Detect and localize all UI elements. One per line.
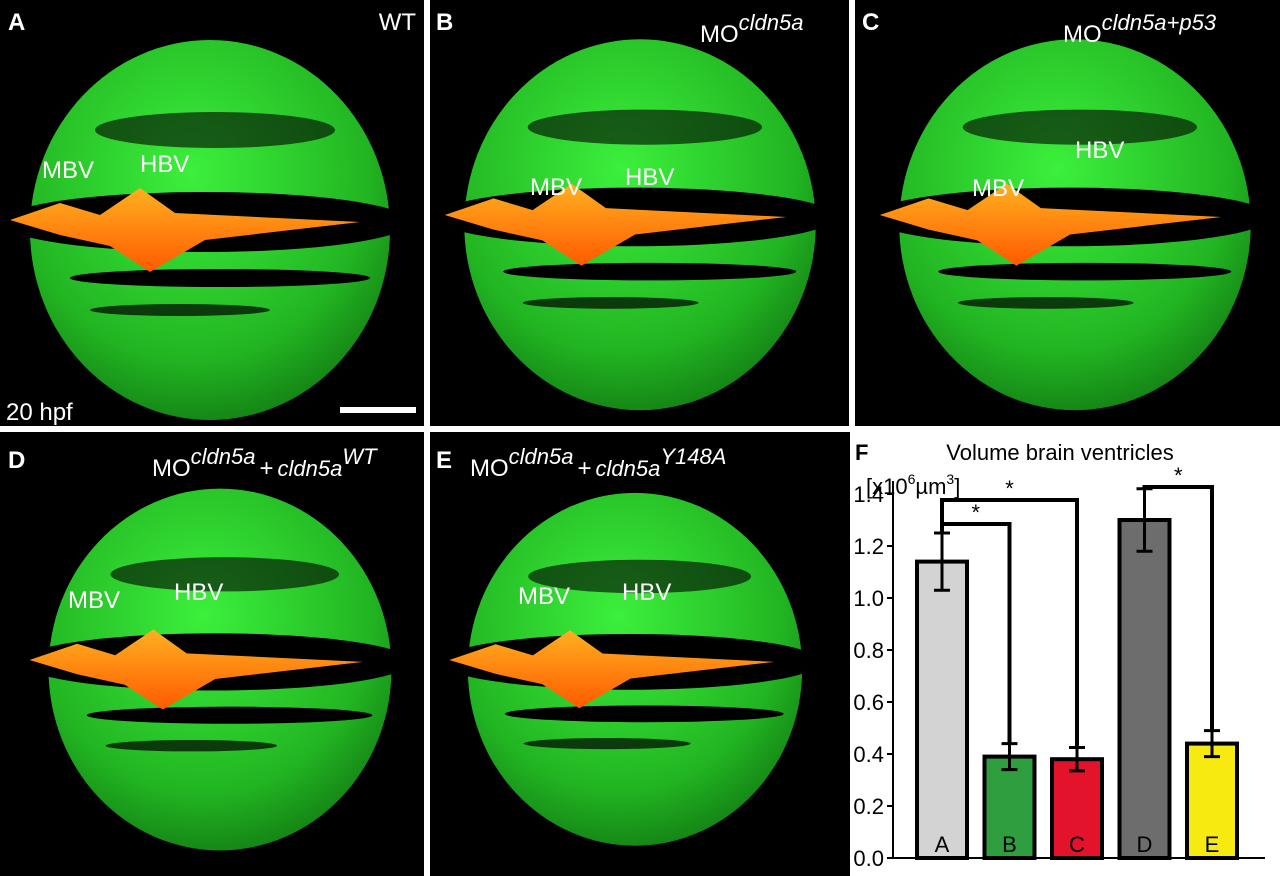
variant: Y148A (660, 444, 726, 469)
mo: MO (470, 455, 509, 482)
y-tick-label: 0.4 (853, 742, 884, 767)
hbv-label: HBV (1075, 137, 1124, 164)
panel-letter: A (8, 9, 25, 36)
condition: MOcldn5a+p53 (1063, 10, 1217, 48)
hbv-label: HBV (140, 151, 189, 178)
y-tick-label: 0.0 (853, 846, 884, 871)
mbv-label: MBV (68, 587, 120, 614)
bar-label: D (1137, 832, 1153, 857)
morpholino: cldn5a+p53 (1102, 10, 1217, 35)
hbv-label: HBV (625, 164, 674, 191)
bar (915, 559, 969, 860)
y-tick-label: 0.8 (853, 638, 884, 663)
panel-letter: E (436, 447, 452, 474)
separator (424, 0, 430, 876)
unit-part: [x10 (866, 474, 908, 499)
condition: MOcldn5a + cldn5aWT (152, 444, 378, 482)
panel-letter: D (8, 447, 25, 474)
plus: + (260, 455, 274, 482)
mbv-label: MBV (42, 157, 94, 184)
panel-letter: F (855, 440, 868, 465)
unit-part: ] (954, 474, 960, 499)
bar (1050, 757, 1104, 861)
mbv-label: MBV (530, 174, 582, 201)
bar (1117, 518, 1172, 860)
bar-label: C (1069, 832, 1085, 857)
significance-mark: * (971, 500, 980, 525)
mo: MO (152, 455, 191, 482)
morpholino: cldn5a (191, 444, 256, 469)
panel-letter: B (436, 9, 453, 36)
condition: WT (379, 9, 417, 36)
chart-title: Volume brain ventricles (946, 440, 1173, 465)
y-tick-label: 0.6 (853, 690, 884, 715)
panel-letter: C (862, 9, 879, 36)
significance-mark: * (1005, 476, 1014, 501)
y-unit: [x106µm3] (866, 471, 960, 499)
mo: MO (700, 21, 739, 48)
rescue: cldn5a (596, 456, 661, 481)
condition: MOcldn5a + cldn5aY148A (470, 444, 726, 482)
y-tick-label: 1.4 (853, 482, 884, 507)
significance-bracket (940, 498, 1079, 748)
unit-exp: 6 (908, 471, 916, 487)
hbv-label: HBV (174, 579, 223, 606)
morpholino: cldn5a (739, 10, 804, 35)
unit-exp: 3 (946, 471, 954, 487)
condition: MOcldn5a (700, 10, 804, 48)
significance-mark: * (1174, 463, 1183, 488)
plus: + (578, 455, 592, 482)
y-tick-label: 1.0 (853, 586, 884, 611)
bar-label: E (1205, 832, 1220, 857)
separator (0, 426, 1280, 432)
y-tick-label: 1.2 (853, 534, 884, 559)
mo: MO (1063, 21, 1102, 48)
bar-label: A (935, 832, 950, 857)
stage: 20 hpf (6, 399, 73, 426)
mbv-label: MBV (972, 175, 1024, 202)
scale-bar (340, 407, 416, 413)
unit-part: µm (915, 474, 946, 499)
variant: WT (342, 444, 378, 469)
y-tick-label: 0.2 (853, 794, 884, 819)
rescue: cldn5a (278, 456, 343, 481)
hbv-label: HBV (622, 579, 671, 606)
mbv-label: MBV (518, 583, 570, 610)
significance-bracket (1142, 485, 1214, 731)
bar (1185, 741, 1239, 860)
separator (849, 0, 855, 430)
morpholino: cldn5a (509, 444, 574, 469)
bar-label: B (1002, 832, 1017, 857)
